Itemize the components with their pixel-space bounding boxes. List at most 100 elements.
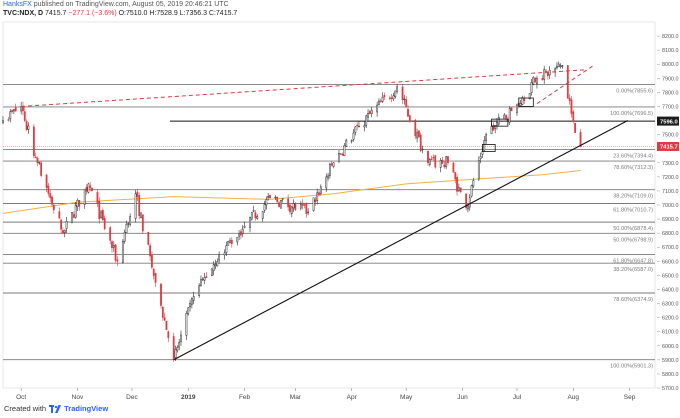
fib-level-label: 78.60%(7312.3) — [613, 165, 653, 171]
y-tick-label: 7900.0 — [662, 76, 679, 82]
candle-body — [223, 252, 226, 256]
candle-body — [492, 124, 495, 131]
candle-body — [174, 349, 177, 359]
candle-body — [432, 156, 435, 159]
candle-body — [147, 232, 150, 245]
candle-body — [427, 150, 429, 164]
candle-body — [161, 307, 164, 318]
y-tick-label: 6600.0 — [662, 259, 679, 265]
candle-body — [418, 130, 420, 138]
y-tick-label: 8200.0 — [662, 34, 679, 40]
symbol-label: TVC:NDX, D — [3, 10, 44, 17]
candle-body — [510, 107, 513, 111]
y-tick-label: 6500.0 — [662, 273, 679, 279]
candle-body — [210, 268, 213, 276]
candle-body — [34, 156, 37, 159]
candle-body — [574, 123, 576, 133]
candle-body — [252, 210, 255, 212]
y-tick-label: 5700.0 — [662, 386, 679, 392]
candle-body — [370, 109, 373, 115]
candle-body — [289, 204, 291, 212]
candle-body — [45, 174, 48, 188]
x-tick-label: Mar — [290, 394, 302, 401]
candle-body — [367, 113, 369, 118]
candle-body — [390, 97, 393, 99]
candle-body — [416, 132, 418, 139]
candle-body — [40, 162, 43, 176]
candle-body — [503, 114, 506, 120]
x-tick-label: Oct — [16, 394, 26, 401]
y-tick-label: 6000.0 — [662, 344, 679, 350]
candle-body — [32, 126, 35, 157]
moving-average-line — [2, 170, 581, 214]
x-tick-label: Sep — [624, 394, 636, 401]
author-link[interactable]: HanksFX — [3, 1, 32, 8]
candle-body — [472, 180, 475, 187]
tradingview-link[interactable]: TradingView — [64, 404, 109, 413]
candle-body — [548, 69, 551, 76]
x-tick-label: Feb — [239, 394, 251, 401]
candle-body — [76, 199, 79, 207]
x-tick-label: Jun — [457, 394, 468, 401]
candle-body — [71, 211, 73, 223]
fib-level-label: 38.20%(7109.0) — [613, 194, 653, 200]
candle-body — [241, 228, 244, 234]
key-level-badge-bg — [657, 116, 679, 126]
candle-body — [341, 154, 344, 156]
consolidation-box — [491, 118, 509, 127]
candle-body — [216, 261, 219, 267]
candle-body — [91, 187, 93, 192]
candle-body — [11, 110, 13, 113]
candle-body — [265, 199, 268, 206]
candle-body — [100, 211, 102, 218]
y-tick-label: 7200.0 — [662, 175, 679, 181]
candle-body — [505, 115, 507, 119]
candle-body — [345, 139, 348, 147]
x-tick-label: Aug — [567, 394, 579, 401]
current-price-badge: 7415.7 — [660, 145, 678, 151]
candle-body — [287, 198, 290, 208]
y-tick-label: 6900.0 — [662, 217, 679, 223]
ohlc-values: O:7510.0 H:7528.9 L:7356.3 C:7415.7 — [118, 10, 238, 17]
candle-body — [318, 192, 320, 195]
candle-body — [205, 276, 208, 278]
fib-level-label: 23.60%(7394.4) — [613, 153, 653, 159]
key-level-badge: 7596.0 — [660, 119, 678, 125]
y-tick-label: 7800.0 — [662, 90, 679, 96]
candle-body — [378, 100, 380, 105]
candle-body — [23, 111, 26, 121]
candle-body — [572, 111, 575, 122]
consolidation-box — [518, 97, 534, 107]
candle-body — [290, 206, 293, 214]
candle-body — [396, 86, 398, 92]
candle-body — [530, 82, 533, 93]
candle-body — [212, 264, 215, 272]
candle-body — [274, 196, 277, 199]
consolidation-box — [482, 144, 496, 152]
candle-body — [312, 197, 315, 211]
candle-body — [579, 132, 582, 147]
candle-body — [305, 202, 308, 214]
candle-body — [114, 244, 117, 261]
candle-body — [496, 121, 498, 126]
y-tick-label: 5900.0 — [662, 358, 679, 364]
candle-body — [163, 317, 166, 321]
candle-body — [52, 204, 55, 211]
fib-level-label: 50.00%(6798.9) — [613, 237, 653, 243]
candle-body — [570, 99, 573, 114]
candle-body — [303, 204, 306, 206]
candle-body — [121, 241, 124, 263]
y-tick-label: 5800.0 — [662, 372, 679, 378]
candle-body — [190, 298, 193, 305]
candle-body — [103, 217, 106, 229]
candle-body — [568, 97, 571, 101]
y-tick-label: 6700.0 — [662, 245, 679, 251]
candle-body — [225, 245, 228, 253]
candle-body — [200, 279, 202, 286]
candle-body — [256, 216, 259, 219]
last-price: 7415.7 — [45, 10, 67, 17]
candle-body — [497, 117, 500, 125]
candle-body — [58, 211, 61, 219]
candle-body — [352, 132, 355, 140]
